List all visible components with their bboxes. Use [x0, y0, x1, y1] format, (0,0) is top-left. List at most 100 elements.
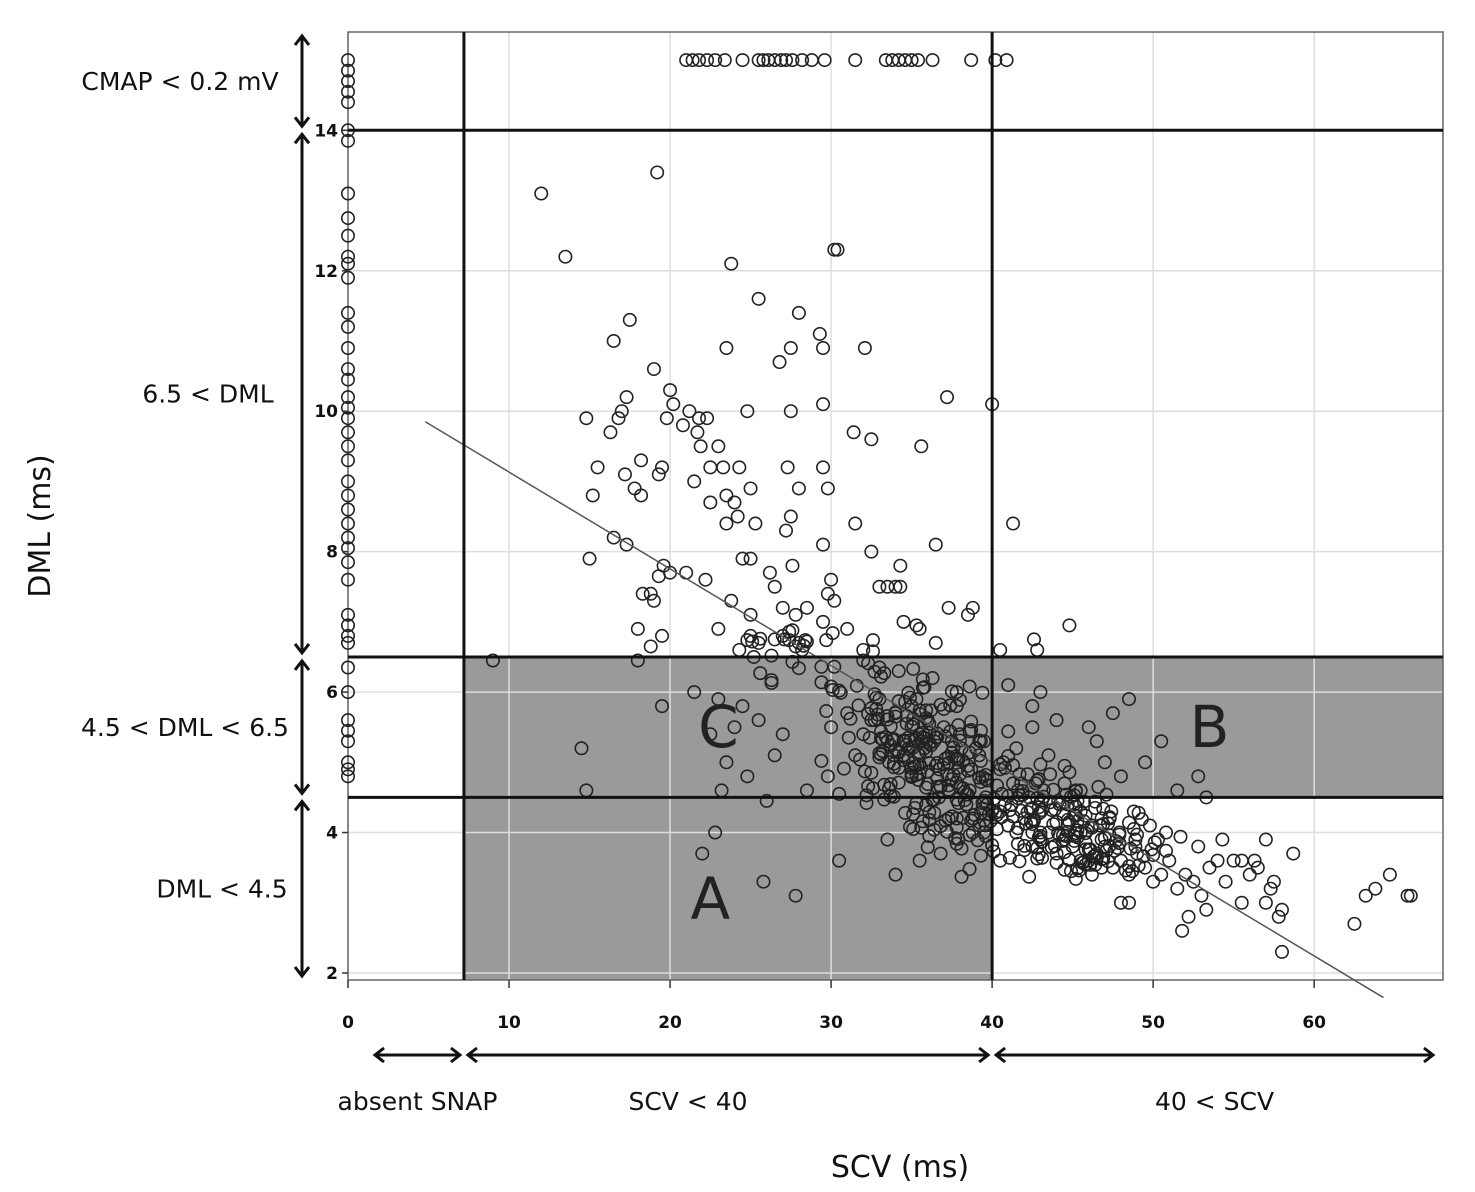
- y-tick-label: 6: [326, 683, 338, 703]
- data-point: [1159, 825, 1174, 840]
- data-point: [949, 820, 964, 835]
- data-point: [1033, 757, 1048, 772]
- data-point: [1202, 860, 1217, 875]
- data-point: [891, 775, 906, 790]
- data-point: [687, 685, 702, 700]
- data-point: [946, 740, 961, 755]
- data-point: [816, 340, 831, 355]
- data-point: [340, 411, 355, 426]
- data-point: [1234, 895, 1249, 910]
- data-point: [614, 404, 629, 419]
- data-point: [848, 516, 863, 531]
- data-point: [619, 537, 634, 552]
- data-point: [340, 400, 355, 415]
- data-point: [1150, 832, 1165, 847]
- data-point: [1146, 874, 1161, 889]
- data-point: [606, 333, 621, 348]
- data-point: [912, 853, 927, 868]
- data-point: [735, 699, 750, 714]
- data-point: [993, 642, 1008, 657]
- data-point: [964, 53, 979, 68]
- data-point: [1162, 853, 1177, 868]
- data-point: [643, 586, 658, 601]
- data-point: [753, 666, 768, 681]
- data-point: [872, 746, 887, 761]
- data-point: [740, 404, 755, 419]
- bottom-bracket-label: absent SNAP: [338, 1087, 498, 1116]
- data-point: [919, 703, 934, 718]
- data-point: [1033, 832, 1048, 847]
- data-point: [906, 740, 921, 755]
- data-point: [719, 516, 734, 531]
- data-point: [340, 488, 355, 503]
- data-point: [927, 805, 942, 820]
- data-point: [824, 572, 839, 587]
- data-point: [590, 460, 605, 475]
- data-point: [1064, 864, 1079, 879]
- data-point: [724, 593, 739, 608]
- data-point: [730, 509, 745, 524]
- data-point: [843, 711, 858, 726]
- bottom-bracket-arrow: [372, 1046, 463, 1064]
- data-point: [711, 692, 726, 707]
- data-point: [914, 439, 929, 454]
- data-point: [1033, 685, 1048, 700]
- data-point: [891, 745, 906, 760]
- data-point: [666, 397, 681, 412]
- data-point: [695, 846, 710, 861]
- data-point: [816, 614, 831, 629]
- data-point: [962, 862, 977, 877]
- data-point: [856, 653, 871, 668]
- data-point: [708, 825, 723, 840]
- data-point: [951, 718, 966, 733]
- data-point: [816, 397, 831, 412]
- data-point: [651, 467, 666, 482]
- data-point: [703, 460, 718, 475]
- data-point: [973, 723, 988, 738]
- data-point: [791, 661, 806, 676]
- data-point: [1368, 881, 1383, 896]
- data-point: [340, 555, 355, 570]
- data-point: [579, 411, 594, 426]
- data-point: [898, 805, 913, 820]
- data-point: [634, 488, 649, 503]
- data-point: [340, 390, 355, 405]
- data-point: [1010, 836, 1025, 851]
- data-point: [867, 687, 882, 702]
- data-point: [1004, 798, 1019, 813]
- data-point: [1041, 748, 1056, 763]
- data-point: [340, 362, 355, 377]
- data-point: [1215, 832, 1230, 847]
- data-point: [861, 779, 876, 794]
- data-point: [898, 694, 913, 709]
- data-point: [914, 820, 929, 835]
- data-point: [740, 633, 755, 648]
- data-point: [767, 579, 782, 594]
- regression-line: [424, 421, 1384, 999]
- data-point: [1017, 838, 1032, 853]
- data-point: [1147, 835, 1162, 850]
- data-point: [646, 593, 661, 608]
- data-point: [964, 762, 979, 777]
- data-point: [340, 319, 355, 334]
- left-bracket-label: 6.5 < DML: [142, 380, 273, 409]
- data-point: [1078, 826, 1093, 841]
- data-point: [1088, 794, 1103, 809]
- data-point: [340, 723, 355, 738]
- data-point: [778, 53, 793, 68]
- region-label-c: C: [698, 693, 739, 761]
- data-point: [340, 211, 355, 226]
- x-tick-label: 30: [819, 1013, 843, 1033]
- data-point: [1258, 895, 1273, 910]
- data-point: [1031, 772, 1046, 787]
- data-point: [1067, 833, 1082, 848]
- data-point: [1154, 734, 1169, 749]
- data-point: [340, 186, 355, 201]
- data-point: [1049, 713, 1064, 728]
- data-point: [634, 453, 649, 468]
- data-point: [1250, 860, 1265, 875]
- data-point: [965, 600, 980, 615]
- data-point: [340, 685, 355, 700]
- data-point: [1107, 843, 1122, 858]
